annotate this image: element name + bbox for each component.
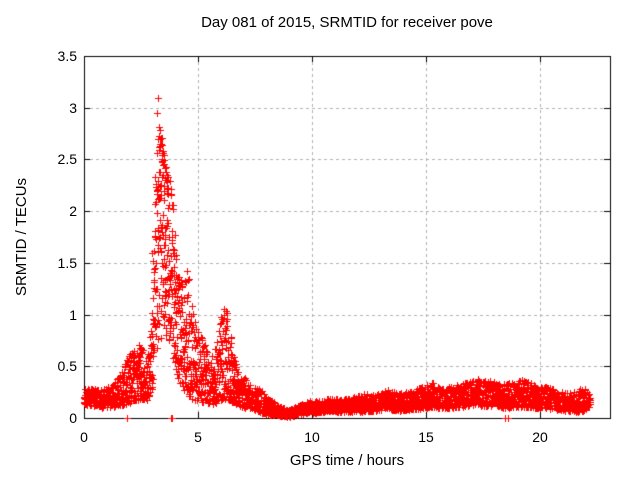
x-tick-label: 15 — [418, 429, 434, 445]
y-tick-label: 3.5 — [57, 48, 77, 64]
y-tick-label: 1.5 — [57, 255, 77, 271]
x-tick-label: 5 — [194, 429, 202, 445]
y-tick-label: 2.5 — [57, 151, 77, 167]
x-axis-title: GPS time / hours — [289, 452, 405, 469]
x-tick-label: 0 — [80, 429, 88, 445]
y-tick-label: 2 — [69, 203, 77, 219]
y-tick-label: 1 — [69, 307, 77, 323]
chart-title: Day 081 of 2015, SRMTID for receiver pov… — [201, 14, 493, 31]
y-tick-label: 0 — [69, 410, 77, 426]
y-tick-label: 3 — [69, 100, 77, 116]
y-tick-label: 0.5 — [57, 358, 77, 374]
x-tick-label: 10 — [304, 429, 320, 445]
x-tick-label: 20 — [532, 429, 548, 445]
